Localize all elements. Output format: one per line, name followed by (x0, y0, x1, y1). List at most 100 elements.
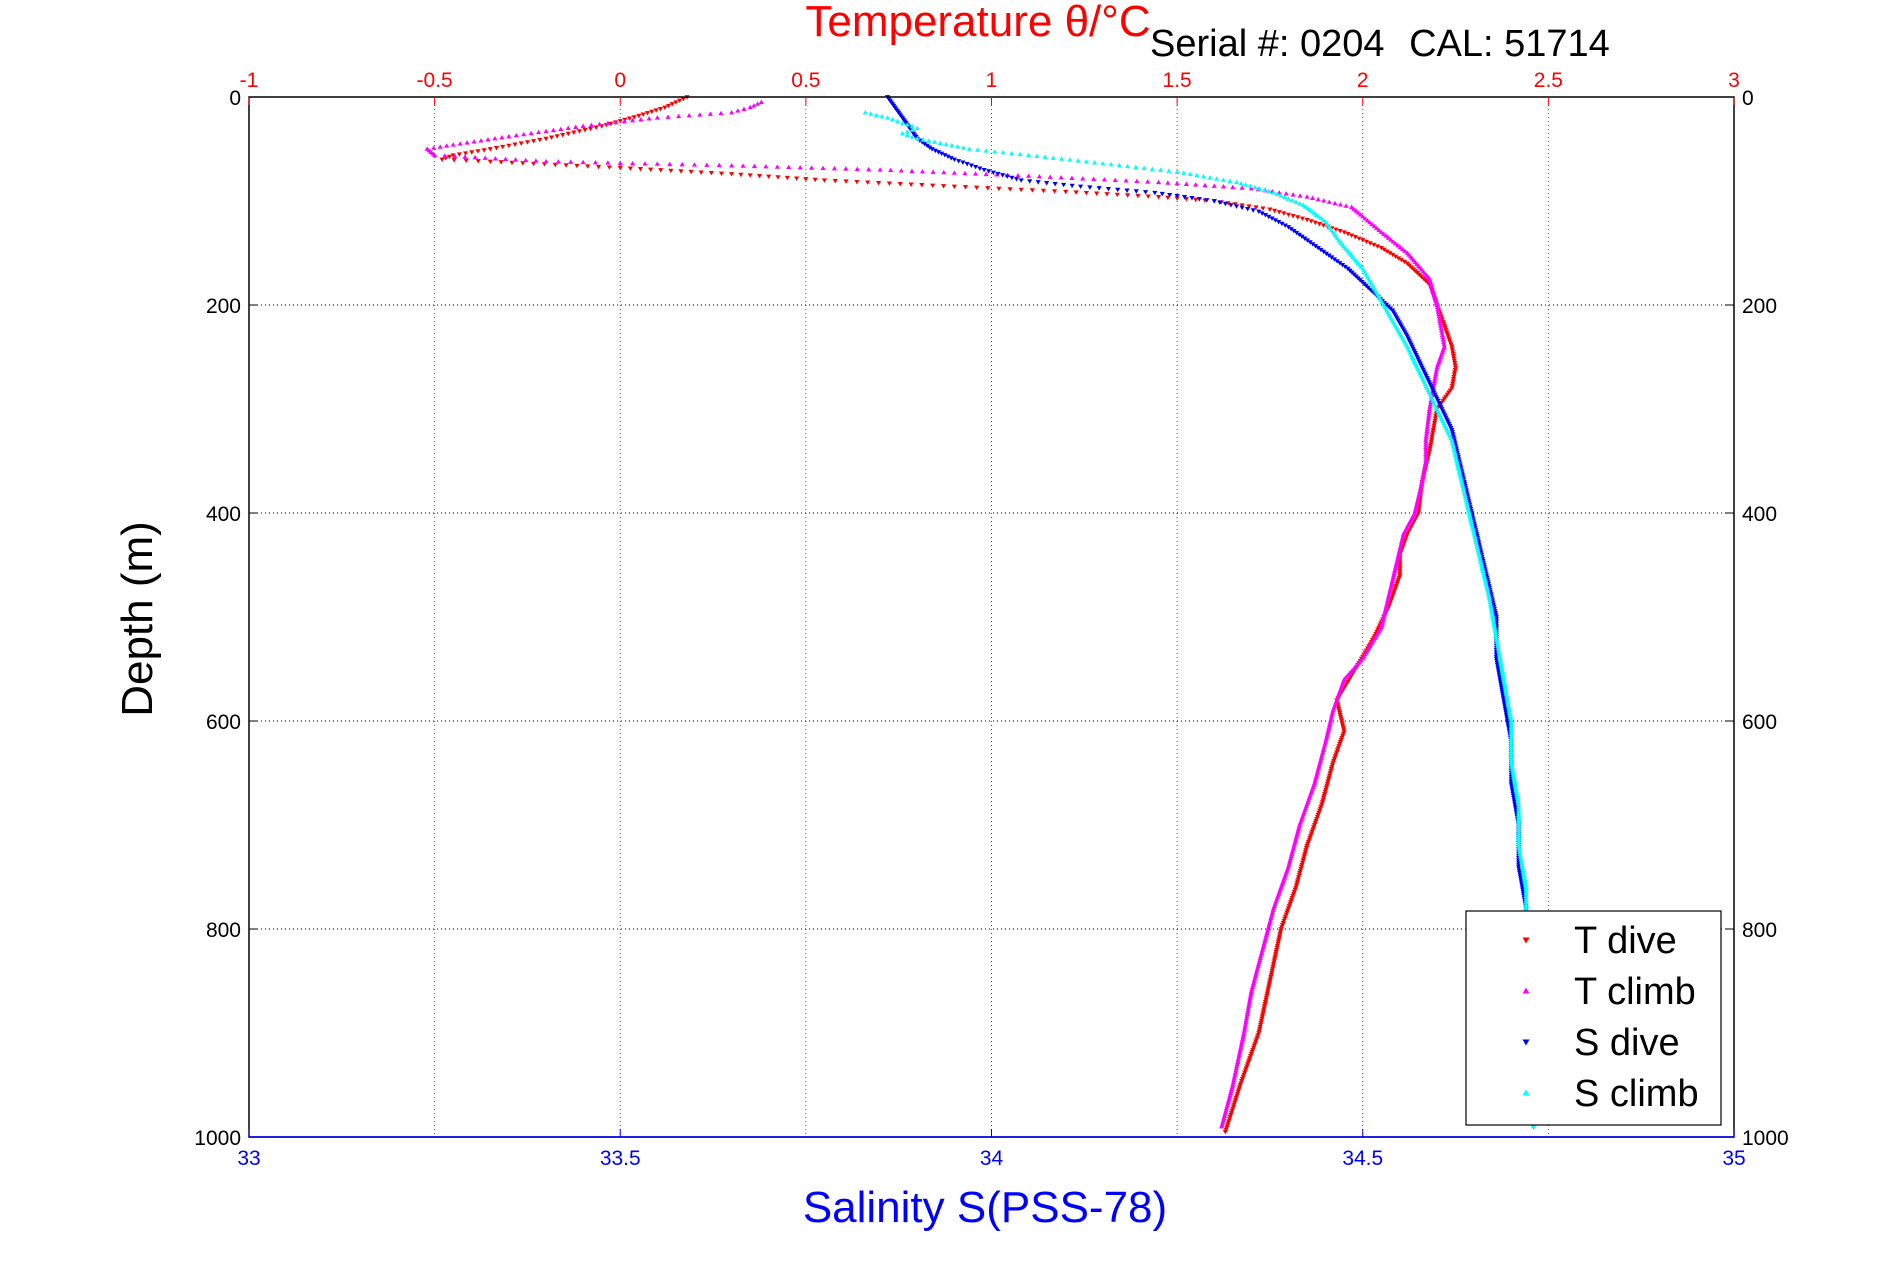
data-point (1290, 192, 1296, 197)
depth-tick-label: 800 (206, 919, 241, 942)
data-point (1395, 556, 1401, 561)
data-point (1244, 1011, 1250, 1017)
data-point (831, 165, 838, 171)
data-point (1193, 197, 1199, 203)
data-point (1465, 506, 1471, 511)
data-point (1387, 251, 1393, 256)
data-point (595, 164, 602, 170)
data-point (1457, 472, 1463, 478)
data-point (1466, 508, 1472, 513)
data-point (482, 155, 488, 160)
data-point (492, 156, 498, 161)
data-point (1518, 857, 1524, 863)
data-point (1018, 178, 1024, 183)
data-point (1116, 162, 1122, 168)
data-point (1281, 211, 1287, 216)
data-point (1235, 1059, 1241, 1064)
data-point (528, 130, 534, 136)
data-point (922, 141, 928, 147)
data-point (932, 148, 938, 154)
data-point (1230, 1082, 1236, 1087)
data-point (1268, 916, 1274, 921)
data-point (1517, 849, 1523, 854)
data-point (1232, 1072, 1238, 1077)
data-point (552, 162, 558, 168)
data-point (1431, 378, 1438, 384)
temperature-tick-label: 0.5 (791, 69, 820, 92)
data-point (463, 158, 469, 164)
data-point (1396, 552, 1402, 557)
data-point (1458, 477, 1464, 482)
data-point (593, 125, 599, 130)
data-point (930, 169, 936, 174)
data-point (1018, 187, 1024, 193)
data-point (1464, 500, 1470, 505)
data-point (1472, 533, 1478, 538)
data-point (677, 98, 683, 104)
data-point (493, 146, 500, 151)
cal-label: CAL: (1409, 23, 1493, 65)
data-point (1433, 411, 1439, 417)
data-point (587, 126, 594, 132)
data-point (1174, 196, 1180, 201)
legend-marker (1522, 1089, 1530, 1096)
data-point (1133, 164, 1139, 170)
data-point (1388, 583, 1394, 588)
chart-title: Temperature θ/°C (805, 0, 1150, 46)
data-point (1451, 356, 1457, 361)
data-point (1397, 545, 1403, 551)
data-point (1500, 674, 1507, 680)
data-point (1510, 772, 1517, 777)
data-point (1520, 870, 1527, 875)
data-point (1295, 215, 1301, 220)
data-point (1463, 497, 1469, 503)
data-point (1398, 541, 1404, 547)
data-point (1152, 190, 1158, 196)
data-point (1316, 762, 1323, 767)
data-point (1513, 787, 1519, 792)
data-point (972, 165, 979, 170)
data-point (1221, 1115, 1227, 1121)
data-point (1326, 199, 1332, 204)
data-point (585, 164, 591, 169)
data-point (1261, 940, 1267, 946)
depth-tick-label: 200 (206, 295, 241, 318)
data-point (927, 145, 933, 150)
data-point (756, 174, 763, 179)
data-point (1326, 722, 1333, 727)
data-point (1414, 502, 1420, 507)
data-point (1515, 797, 1521, 802)
data-point (1487, 597, 1493, 603)
data-point (560, 133, 566, 138)
data-point (747, 104, 753, 110)
data-point (1433, 414, 1439, 419)
data-point (1485, 591, 1492, 596)
data-point (1519, 864, 1525, 869)
data-point (1451, 372, 1457, 377)
data-point (1458, 475, 1464, 480)
data-point (533, 158, 539, 163)
data-point (1384, 599, 1390, 605)
y-axis-label: Depth (m) (113, 521, 162, 717)
data-point (1296, 824, 1302, 829)
data-point (945, 154, 951, 160)
data-point (821, 178, 828, 183)
data-point (1233, 1065, 1239, 1071)
data-point (1317, 760, 1323, 765)
data-point (1386, 593, 1392, 599)
data-point (498, 160, 504, 165)
data-point (1508, 760, 1514, 765)
data-point (1427, 444, 1433, 449)
data-point (1401, 259, 1408, 265)
data-point (1165, 180, 1171, 185)
legend-label: S dive (1574, 1022, 1680, 1064)
data-point (1096, 186, 1102, 191)
data-point (1433, 369, 1439, 374)
data-point (1299, 234, 1305, 240)
data-point (1108, 161, 1114, 167)
data-point (1234, 1063, 1240, 1069)
data-point (1431, 423, 1437, 428)
data-point (1321, 198, 1327, 203)
data-point (865, 180, 871, 185)
data-point (920, 137, 926, 142)
